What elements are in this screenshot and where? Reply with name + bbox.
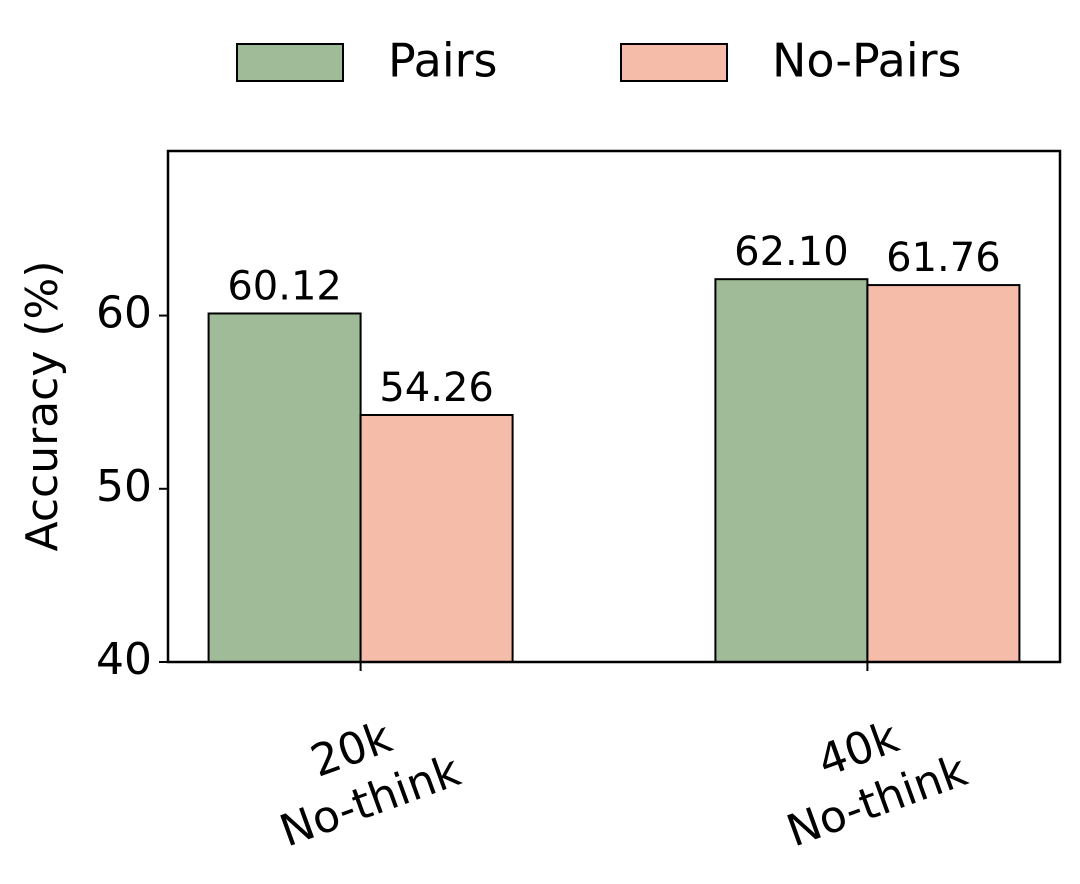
- x-tick-label: 20kNo-think: [255, 693, 468, 857]
- plot-frame: [166, 149, 1062, 664]
- y-axis-label: Accuracy (%): [17, 260, 68, 551]
- y-tick-label: 50: [96, 461, 152, 512]
- y-tick-label: 40: [96, 634, 152, 685]
- value-label: 62.10: [734, 229, 849, 275]
- bar: [207, 312, 362, 663]
- bar: [359, 413, 514, 663]
- x-tick-label: 40kNo-think: [761, 693, 974, 857]
- value-label: 60.12: [227, 263, 342, 309]
- value-label: 54.26: [379, 365, 494, 411]
- y-tick-label: 60: [96, 288, 152, 339]
- value-label: 61.76: [886, 235, 1001, 281]
- legend-label: No-Pairs: [772, 34, 962, 88]
- bar: [714, 278, 869, 663]
- legend-label: Pairs: [388, 34, 498, 88]
- legend-swatch: [620, 43, 728, 82]
- legend-swatch: [236, 43, 344, 82]
- bar: [866, 284, 1021, 663]
